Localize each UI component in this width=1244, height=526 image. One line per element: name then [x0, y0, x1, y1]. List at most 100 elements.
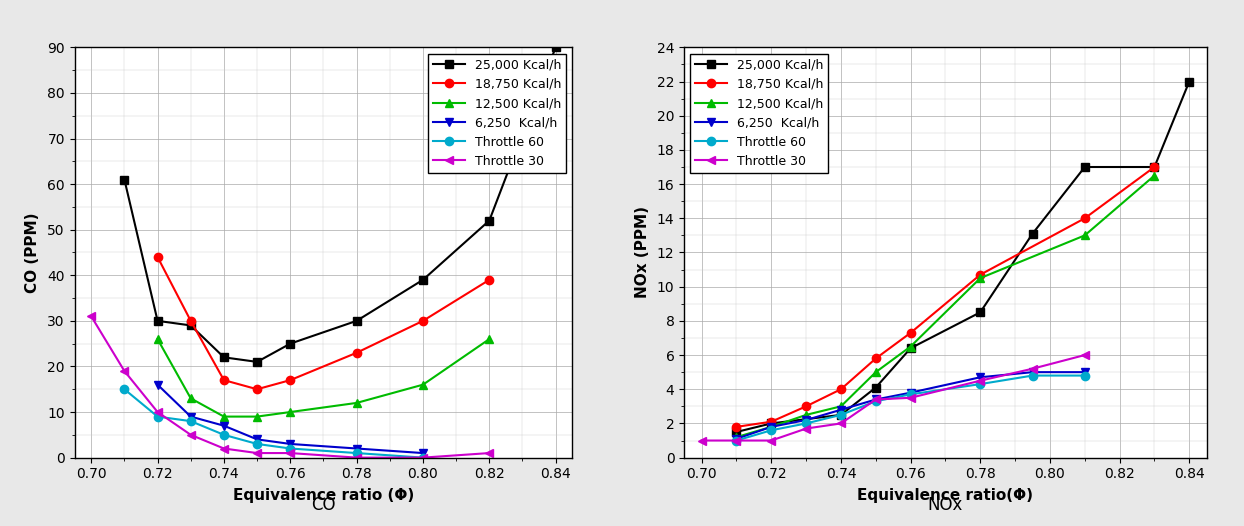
6,250  Kcal/h — [282, 441, 297, 447]
6,250  Kcal/h — [764, 424, 779, 430]
Line: 12,500 Kcal/h: 12,500 Kcal/h — [153, 335, 494, 421]
Throttle 60 — [764, 427, 779, 433]
25,000 Kcal/h — [729, 429, 744, 435]
25,000 Kcal/h — [183, 322, 198, 329]
Throttle 30 — [764, 438, 779, 444]
Throttle 60 — [282, 446, 297, 452]
25,000 Kcal/h — [216, 354, 231, 360]
6,250  Kcal/h — [903, 389, 918, 396]
Throttle 30 — [694, 438, 709, 444]
18,750 Kcal/h — [415, 318, 430, 324]
25,000 Kcal/h — [481, 217, 496, 224]
Line: 6,250  Kcal/h: 6,250 Kcal/h — [153, 380, 427, 457]
Throttle 30 — [350, 454, 364, 461]
Throttle 60 — [350, 450, 364, 456]
Throttle 30 — [117, 368, 132, 374]
12,500 Kcal/h — [250, 413, 265, 420]
18,750 Kcal/h — [764, 419, 779, 425]
Line: Throttle 60: Throttle 60 — [121, 385, 427, 462]
Y-axis label: CO (PPM): CO (PPM) — [25, 212, 40, 293]
Text: NOx: NOx — [928, 496, 963, 514]
Throttle 60 — [799, 420, 814, 427]
25,000 Kcal/h — [868, 385, 883, 391]
6,250  Kcal/h — [183, 413, 198, 420]
Throttle 60 — [216, 432, 231, 438]
12,500 Kcal/h — [216, 413, 231, 420]
Throttle 30 — [903, 394, 918, 401]
12,500 Kcal/h — [282, 409, 297, 415]
18,750 Kcal/h — [1077, 215, 1092, 221]
Throttle 60 — [973, 381, 988, 387]
12,500 Kcal/h — [1147, 173, 1162, 179]
Throttle 30 — [729, 438, 744, 444]
Y-axis label: NOx (PPM): NOx (PPM) — [634, 207, 649, 298]
Throttle 60 — [903, 391, 918, 398]
6,250  Kcal/h — [868, 397, 883, 403]
18,750 Kcal/h — [216, 377, 231, 383]
Throttle 30 — [216, 446, 231, 452]
X-axis label: Equivalence ratio (Φ): Equivalence ratio (Φ) — [233, 488, 414, 503]
25,000 Kcal/h — [833, 412, 848, 418]
Throttle 30 — [833, 420, 848, 427]
18,750 Kcal/h — [729, 424, 744, 430]
Throttle 30 — [973, 378, 988, 384]
Throttle 60 — [1077, 372, 1092, 379]
Throttle 30 — [1077, 352, 1092, 358]
Throttle 60 — [117, 386, 132, 392]
Throttle 30 — [183, 432, 198, 438]
Throttle 60 — [250, 441, 265, 447]
6,250  Kcal/h — [250, 436, 265, 442]
25,000 Kcal/h — [415, 277, 430, 283]
25,000 Kcal/h — [903, 345, 918, 351]
25,000 Kcal/h — [350, 318, 364, 324]
Throttle 60 — [1025, 372, 1040, 379]
25,000 Kcal/h — [250, 359, 265, 365]
Throttle 30 — [1025, 366, 1040, 372]
Throttle 60 — [868, 398, 883, 404]
18,750 Kcal/h — [250, 386, 265, 392]
12,500 Kcal/h — [1077, 232, 1092, 239]
Line: Throttle 30: Throttle 30 — [87, 312, 494, 462]
Line: 12,500 Kcal/h: 12,500 Kcal/h — [733, 171, 1158, 441]
12,500 Kcal/h — [183, 395, 198, 401]
18,750 Kcal/h — [799, 403, 814, 409]
Line: 18,750 Kcal/h: 18,750 Kcal/h — [733, 163, 1158, 431]
Line: 6,250  Kcal/h: 6,250 Kcal/h — [733, 368, 1088, 443]
Throttle 30 — [250, 450, 265, 456]
6,250  Kcal/h — [1025, 369, 1040, 376]
Throttle 30 — [481, 450, 496, 456]
12,500 Kcal/h — [903, 343, 918, 350]
25,000 Kcal/h — [973, 309, 988, 316]
25,000 Kcal/h — [117, 176, 132, 183]
18,750 Kcal/h — [151, 254, 165, 260]
12,500 Kcal/h — [833, 403, 848, 409]
25,000 Kcal/h — [549, 44, 564, 50]
25,000 Kcal/h — [151, 318, 165, 324]
6,250  Kcal/h — [973, 374, 988, 380]
Line: Throttle 30: Throttle 30 — [698, 351, 1088, 444]
Throttle 60 — [151, 413, 165, 420]
12,500 Kcal/h — [151, 336, 165, 342]
6,250  Kcal/h — [729, 436, 744, 442]
25,000 Kcal/h — [1182, 78, 1197, 85]
18,750 Kcal/h — [833, 386, 848, 392]
18,750 Kcal/h — [1147, 164, 1162, 170]
12,500 Kcal/h — [799, 412, 814, 418]
Throttle 30 — [282, 450, 297, 456]
25,000 Kcal/h — [1147, 164, 1162, 170]
X-axis label: Equivalence ratio(Φ): Equivalence ratio(Φ) — [857, 488, 1034, 503]
18,750 Kcal/h — [183, 318, 198, 324]
18,750 Kcal/h — [973, 271, 988, 278]
18,750 Kcal/h — [282, 377, 297, 383]
18,750 Kcal/h — [481, 277, 496, 283]
Legend: 25,000 Kcal/h, 18,750 Kcal/h, 12,500 Kcal/h, 6,250  Kcal/h, Throttle 60, Throttl: 25,000 Kcal/h, 18,750 Kcal/h, 12,500 Kca… — [428, 54, 566, 173]
12,500 Kcal/h — [350, 400, 364, 406]
Throttle 60 — [183, 418, 198, 424]
Legend: 25,000 Kcal/h, 18,750 Kcal/h, 12,500 Kcal/h, 6,250  Kcal/h, Throttle 60, Throttl: 25,000 Kcal/h, 18,750 Kcal/h, 12,500 Kca… — [690, 54, 829, 173]
6,250  Kcal/h — [350, 446, 364, 452]
Throttle 30 — [83, 313, 98, 319]
6,250  Kcal/h — [833, 407, 848, 413]
12,500 Kcal/h — [764, 424, 779, 430]
Throttle 60 — [833, 412, 848, 418]
Text: CO: CO — [311, 496, 336, 514]
